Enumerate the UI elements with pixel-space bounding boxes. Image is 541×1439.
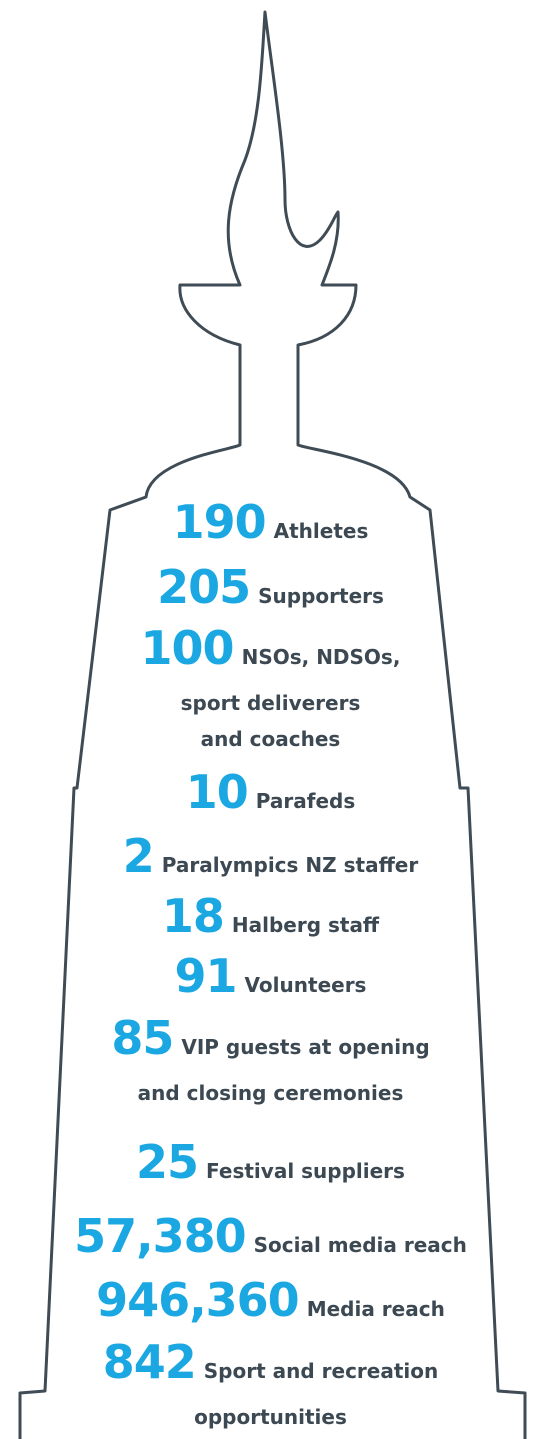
stat-line: 842 Sport and recreation <box>0 1336 541 1399</box>
stat-label: Volunteers <box>244 973 367 997</box>
stat-label: NSOs, NDSOs, <box>241 645 401 669</box>
stat-item: 946,360 Media reach <box>0 1270 541 1341</box>
stat-label-line: sport deliverers <box>180 691 361 715</box>
stat-line: 946,360 Media reach <box>0 1270 541 1341</box>
stat-item: 25 Festival suppliers <box>0 1132 541 1203</box>
stat-number: 10 <box>185 765 249 819</box>
stat-number: 85 <box>111 1011 174 1065</box>
stat-number: 91 <box>174 949 238 1003</box>
stat-number: 205 <box>157 560 251 614</box>
stat-item: 842 Sport and recreation opportunities <box>0 1336 541 1435</box>
stat-item: 205 Supporters <box>0 557 541 628</box>
stat-number: 946,360 <box>96 1273 300 1327</box>
stat-label: Supporters <box>258 584 384 608</box>
stat-item: 2 Paralympics NZ staffer <box>0 826 541 897</box>
stat-label-line: and coaches <box>200 727 341 751</box>
stat-number: 18 <box>161 889 225 943</box>
stat-label: Sport and recreation <box>203 1359 439 1383</box>
stat-number: 57,380 <box>74 1209 247 1263</box>
stat-line: 205 Supporters <box>0 557 541 628</box>
stat-label: Athletes <box>273 519 369 543</box>
stat-label: Media reach <box>306 1297 445 1321</box>
stat-line: 57,380 Social media reach <box>0 1206 541 1277</box>
stat-number: 100 <box>140 621 235 675</box>
stat-line: 25 Festival suppliers <box>0 1132 541 1203</box>
stat-number: 25 <box>136 1135 199 1189</box>
stat-line: 18 Halberg staff <box>0 886 541 957</box>
stat-item: 91 Volunteers <box>0 946 541 1017</box>
stat-line: 91 Volunteers <box>0 946 541 1017</box>
stat-item: 190 Athletes <box>0 492 541 563</box>
stat-line: 10 Parafeds <box>0 762 541 833</box>
stat-item: 85 VIP guests at opening and closing cerem… <box>0 1012 541 1111</box>
stat-line: 100 NSOs, NDSOs, <box>0 622 541 685</box>
stat-label: Paralympics NZ staffer <box>161 853 419 877</box>
stat-label: Social media reach <box>253 1233 467 1257</box>
torch-shape <box>18 10 527 1439</box>
stat-label: VIP guests at opening <box>181 1035 430 1059</box>
stat-label: Festival suppliers <box>206 1159 405 1183</box>
stat-number: 842 <box>102 1335 197 1389</box>
stat-label-line: and closing ceremonies <box>137 1081 404 1105</box>
stat-item: 10 Parafeds <box>0 762 541 833</box>
stat-line: 2 Paralympics NZ staffer <box>0 826 541 897</box>
stat-label-line: opportunities <box>194 1405 347 1429</box>
stat-item: 18 Halberg staff <box>0 886 541 957</box>
stat-label: Halberg staff <box>231 913 380 937</box>
stat-line: 85 VIP guests at opening <box>0 1012 541 1075</box>
stat-label: Parafeds <box>255 789 356 813</box>
stat-line: 190 Athletes <box>0 492 541 563</box>
stat-item: 100 NSOs, NDSOs, sport deliverers and coach… <box>0 622 541 757</box>
stat-number: 2 <box>122 829 155 883</box>
stat-number: 190 <box>172 495 267 549</box>
stat-item: 57,380 Social media reach <box>0 1206 541 1277</box>
